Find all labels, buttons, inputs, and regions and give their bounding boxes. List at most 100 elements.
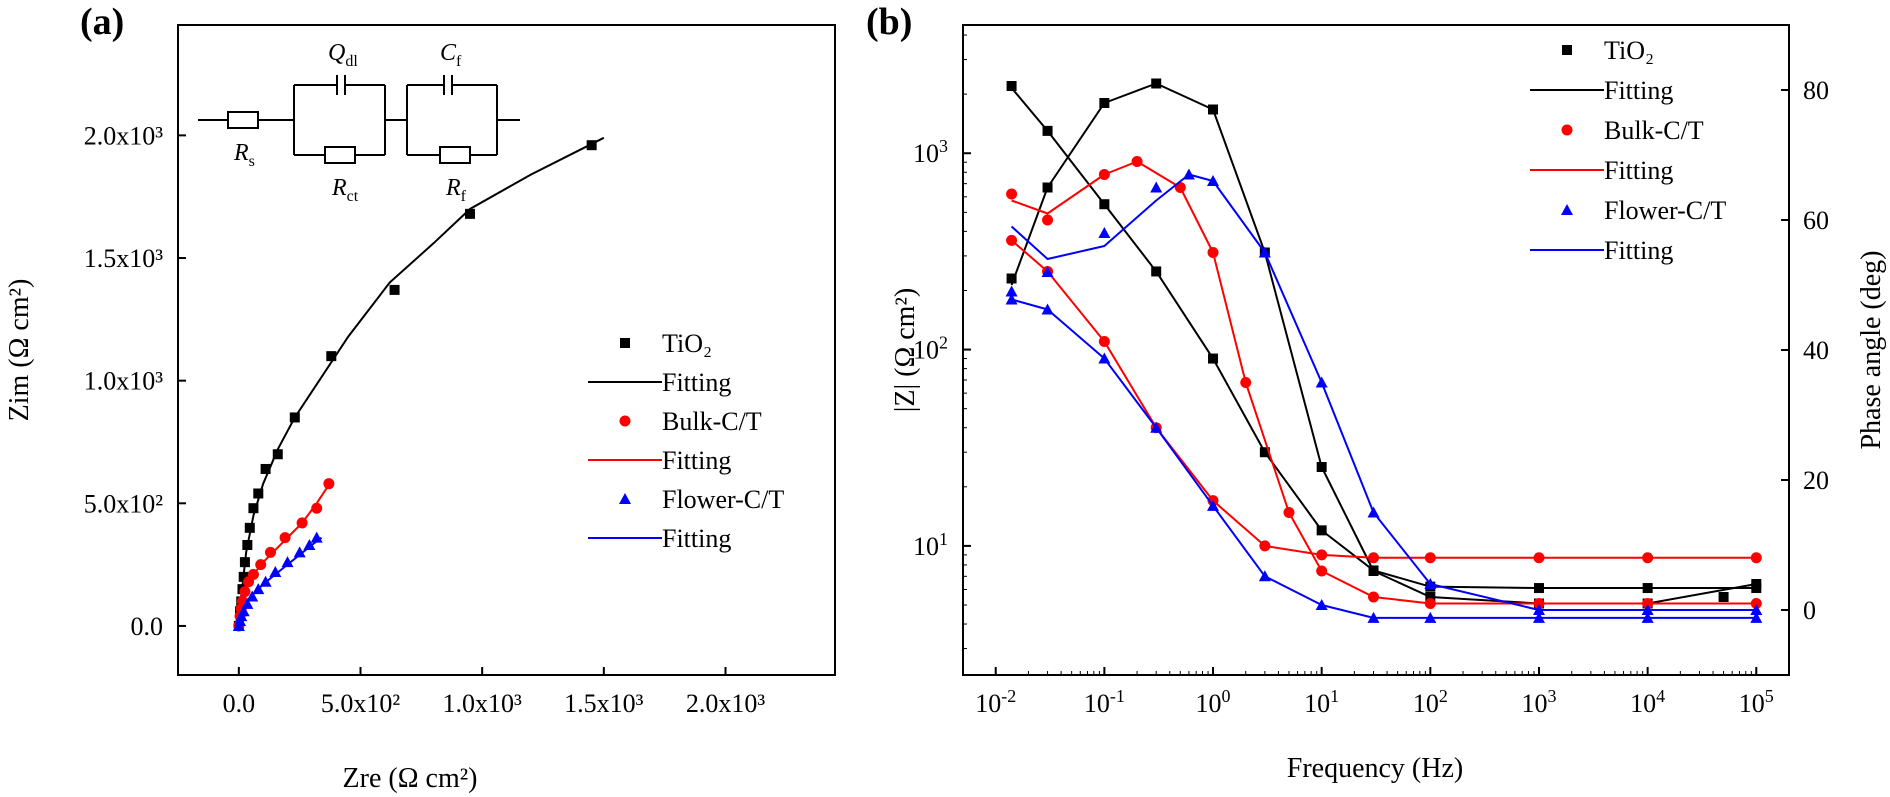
data-point [1718, 592, 1729, 602]
x-tick-label: 103 [1521, 686, 1556, 718]
data-point [303, 539, 316, 550]
x-tick-label: 10-2 [975, 686, 1016, 718]
circuit-label-qdl: Qdl [328, 40, 358, 70]
legend-marker [619, 415, 631, 427]
data-point [1006, 188, 1018, 200]
y-right-tick-label: 20 [1803, 466, 1829, 495]
y-right-tick-label: 60 [1803, 206, 1829, 235]
data-point [279, 532, 291, 544]
y-tick-label: 2.0x10³ [84, 121, 164, 150]
panel-b-y-ticks-left: 101 102 103 [913, 34, 971, 650]
x-tick-label: 101 [1304, 686, 1339, 718]
legend-label: Fitting [1604, 76, 1673, 105]
legend-label: Fitting [662, 524, 731, 553]
x-tick-label: 5.0x10² [321, 689, 401, 718]
y-right-tick-label: 80 [1803, 76, 1829, 105]
data-point [1005, 293, 1018, 305]
fit-line [1010, 87, 1757, 590]
x-tick-label: 100 [1196, 686, 1231, 718]
panel-a-legend: TiO₂ Fitting Bulk-C/T Fitting Flower-C/T Fitt… [588, 329, 784, 553]
legend-marker [620, 338, 630, 348]
x-tick-label: 102 [1413, 686, 1448, 718]
equivalent-circuit-inset [198, 75, 520, 164]
panel-b-series [1005, 78, 1763, 623]
fit-line [1010, 239, 1757, 559]
data-point [389, 284, 400, 295]
panel-a-series [232, 136, 605, 632]
data-point [1098, 227, 1111, 238]
panel-a-plot-frame [177, 24, 836, 676]
circuit-label-rs: Rs [233, 140, 255, 170]
x-tick-label: 105 [1739, 686, 1774, 718]
panel-b-x-ticks: 10-2 10-1 100 101 102 103 104 105 [975, 667, 1774, 718]
legend-label: Fitting [662, 368, 731, 397]
data-point [244, 522, 255, 533]
legend-label: Fitting [1604, 156, 1673, 185]
legend-label: Bulk-C/T [1604, 116, 1704, 145]
data-point [272, 449, 283, 460]
fit-line [237, 136, 605, 627]
legend-label: TiO₂ [662, 329, 712, 358]
x-tick-label: 2.0x10³ [686, 689, 766, 718]
y-left-tick-label: 103 [913, 136, 948, 168]
data-point [1005, 285, 1018, 297]
panel-a-y-axis-title: Zim (Ω cm²) [4, 279, 35, 422]
data-point [281, 556, 294, 568]
data-point [326, 351, 337, 362]
panel-b-label: (b) [866, 1, 912, 43]
data-point [1042, 214, 1054, 226]
data-point [264, 546, 276, 558]
data-point [1150, 181, 1163, 193]
data-point [269, 565, 282, 577]
y-tick-label: 0.0 [131, 612, 164, 641]
legend-label: Bulk-C/T [662, 407, 762, 436]
panel-b-y-axis-title-right: Phase angle (deg) [1856, 250, 1887, 449]
legend-label: TiO₂ [1604, 36, 1654, 65]
panel-b: (b) 10-2 10-1 100 101 102 103 104 105 101 102 103… [866, 1, 1887, 784]
x-tick-label: 104 [1630, 686, 1665, 718]
legend-marker [1562, 45, 1572, 55]
fit-line [1010, 173, 1757, 611]
panel-a-x-ticks: 0.0 5.0x10² 1.0x10³ 1.5x10³ 2.0x10³ [223, 667, 766, 718]
circuit-label-rct: Rct [331, 175, 359, 205]
data-point [253, 488, 264, 499]
data-point [586, 140, 597, 151]
panel-a-y-ticks: 0.0 5.0x10² 1.0x10³ 1.5x10³ 2.0x10³ [84, 121, 186, 641]
data-point [465, 208, 475, 219]
legend-label: Flower-C/T [662, 485, 784, 514]
fit-line [237, 536, 323, 627]
panel-a-label: (a) [80, 1, 124, 43]
legend-marker [1561, 124, 1573, 136]
legend-label: Fitting [1604, 236, 1673, 265]
y-tick-label: 1.5x10³ [84, 244, 164, 273]
data-point [260, 463, 271, 474]
legend-marker [619, 493, 631, 504]
x-tick-label: 1.5x10³ [564, 689, 644, 718]
legend-marker [1561, 204, 1573, 215]
y-tick-label: 5.0x10² [84, 489, 164, 518]
y-right-tick-label: 40 [1803, 336, 1829, 365]
data-point [1006, 273, 1017, 284]
x-tick-label: 1.0x10³ [443, 689, 523, 718]
panel-b-y-ticks-right: 0 20 40 60 80 [1781, 76, 1829, 625]
circuit-label-cf: Cf [440, 40, 462, 70]
y-left-tick-label: 101 [913, 529, 948, 561]
x-tick-label: 10-1 [1084, 686, 1125, 718]
legend-label: Fitting [662, 446, 731, 475]
x-tick-label: 0.0 [223, 689, 256, 718]
panel-b-x-axis-title: Frequency (Hz) [1287, 753, 1463, 784]
panel-a-x-axis-title: Zre (Ω cm²) [343, 763, 478, 794]
fit-line [1011, 160, 1757, 605]
y-tick-label: 1.0x10³ [84, 367, 164, 396]
data-point [1041, 266, 1054, 277]
fit-line [1011, 298, 1757, 619]
panel-a: (a) 0.0 5.0x10² 1.0x10³ 1.5x10³ 2.0x10³ 0.0 5… [4, 1, 836, 794]
fit-line [237, 480, 333, 627]
circuit-label-rf: Rf [445, 175, 467, 205]
y-right-tick-label: 0 [1803, 596, 1816, 625]
panel-b-y-axis-title-left: |Z| (Ω cm²) [890, 288, 921, 412]
legend-label: Flower-C/T [1604, 196, 1726, 225]
data-point [248, 503, 259, 514]
panel-b-legend: TiO₂ Fitting Bulk-C/T Fitting Flower-C/T Fitt… [1530, 36, 1726, 265]
